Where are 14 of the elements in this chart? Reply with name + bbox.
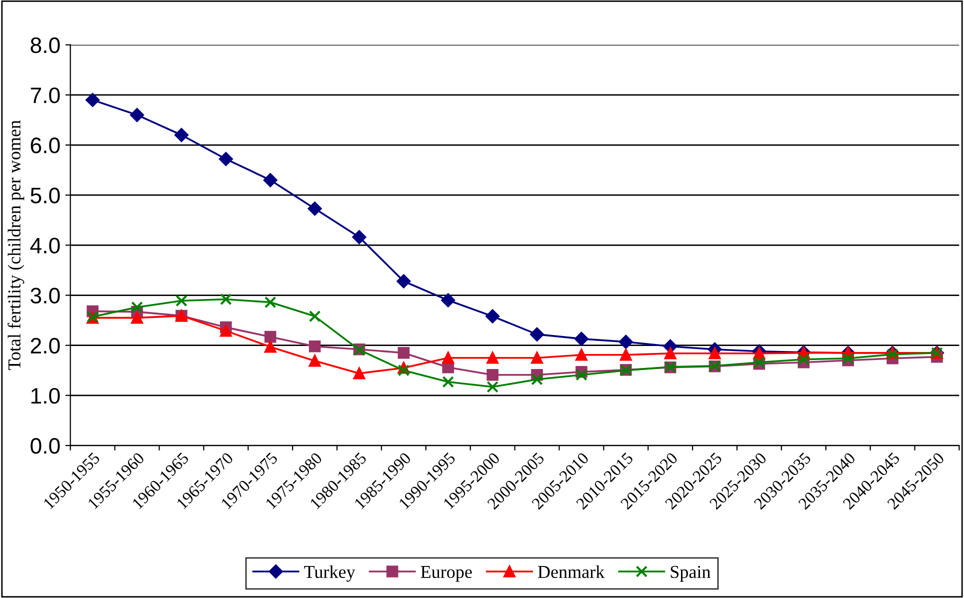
y-tick-label: 7.0 bbox=[30, 87, 60, 104]
legend-label: Spain bbox=[670, 566, 710, 582]
y-tick-label: 4.0 bbox=[30, 238, 60, 254]
legend-label: Europe bbox=[420, 566, 472, 582]
legend-label: Denmark bbox=[538, 565, 605, 578]
y-tick-label: 6.0 bbox=[30, 138, 60, 154]
y-axis-title: Total fertility (children per women bbox=[8, 120, 24, 370]
y-tick-label: 0.0 bbox=[30, 438, 60, 454]
y-tick-label: 3.0 bbox=[30, 288, 60, 304]
legend-label: Turkey bbox=[304, 565, 356, 582]
y-tick-label: 5.0 bbox=[30, 188, 60, 204]
y-tick-label: 1.0 bbox=[31, 388, 60, 404]
y-tick-label: 8.0 bbox=[30, 37, 60, 54]
y-tick-label: 2.0 bbox=[30, 338, 60, 354]
